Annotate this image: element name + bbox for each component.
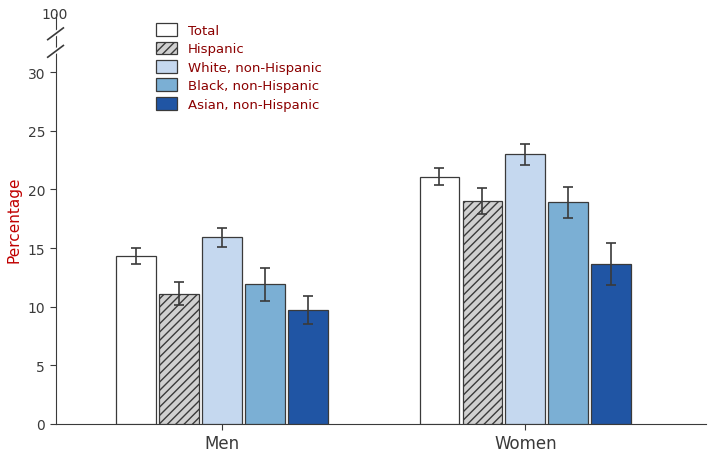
Bar (591, 265, 631, 424)
Y-axis label: Percentage: Percentage (7, 176, 22, 263)
Bar (506, 155, 545, 424)
Bar (202, 238, 242, 424)
Bar (548, 203, 588, 424)
Bar (463, 202, 502, 424)
Bar (288, 310, 327, 424)
Bar (159, 294, 199, 424)
Legend: Total, Hispanic, White, non-Hispanic, Black, non-Hispanic, Asian, non-Hispanic: Total, Hispanic, White, non-Hispanic, Bl… (153, 22, 324, 114)
Text: 100: 100 (41, 8, 68, 22)
Bar (116, 257, 156, 424)
Bar (420, 177, 459, 424)
Bar (245, 285, 284, 424)
